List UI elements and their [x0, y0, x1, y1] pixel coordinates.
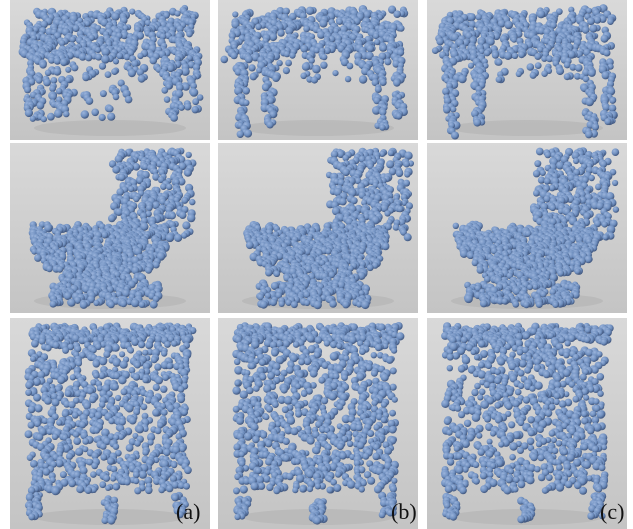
cabinet-point-cloud-panel [218, 318, 418, 529]
table-point-cloud-icon [427, 0, 627, 140]
toilet-point-cloud-panel [10, 143, 210, 313]
panel-label-b: (b) [391, 499, 417, 524]
table-point-cloud-panel [427, 0, 627, 140]
toilet-point-cloud-icon [218, 143, 418, 313]
cabinet-point-cloud-icon [218, 318, 418, 529]
cabinet-point-cloud-icon [427, 318, 627, 529]
toilet-point-cloud-panel [218, 143, 418, 313]
table-point-cloud-icon [218, 0, 418, 140]
cabinet-point-cloud-panel [10, 318, 210, 529]
table-point-cloud-panel [218, 0, 418, 140]
toilet-point-cloud-panel [427, 143, 627, 313]
toilet-point-cloud-icon [427, 143, 627, 313]
panel-label-a: (a) [176, 499, 201, 524]
table-point-cloud-icon [10, 0, 210, 140]
cabinet-point-cloud-panel [427, 318, 627, 529]
cabinet-point-cloud-icon [10, 318, 210, 529]
toilet-point-cloud-icon [10, 143, 210, 313]
panel-label-c: (c) [600, 499, 625, 524]
table-point-cloud-panel [10, 0, 210, 140]
